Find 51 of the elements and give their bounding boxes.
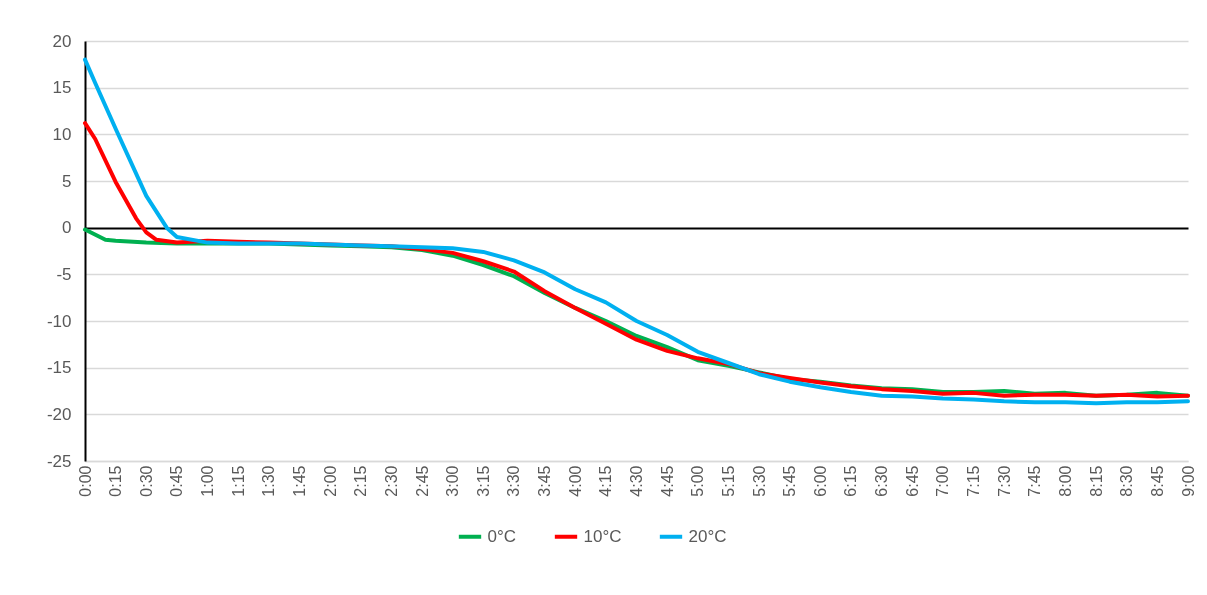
x-tick-label: 7:30 <box>995 465 1013 497</box>
x-tick-label: 7:00 <box>934 465 952 497</box>
x-tick-label: 8:15 <box>1087 465 1105 497</box>
y-tick-label: -15 <box>46 358 72 378</box>
x-tick-label: 0:15 <box>107 465 125 497</box>
x-tick-label: 0:00 <box>76 465 94 497</box>
legend-label: 20°C <box>688 526 727 546</box>
x-tick-label: 8:45 <box>1148 465 1166 497</box>
x-tick-label: 1:00 <box>199 465 217 497</box>
x-tick-label: 5:00 <box>689 465 707 497</box>
x-tick-label: 7:15 <box>965 465 983 497</box>
x-tick-label: 6:45 <box>903 465 921 497</box>
x-tick-label: 6:30 <box>873 465 891 497</box>
y-tick-label: 0 <box>62 218 72 238</box>
x-tick-label: 4:15 <box>597 465 615 497</box>
legend-label: 0°C <box>487 526 517 546</box>
x-tick-label: 5:15 <box>719 465 737 497</box>
x-tick-label: 9:00 <box>1179 465 1197 497</box>
x-tick-label: 7:45 <box>1026 465 1044 497</box>
x-tick-label: 2:15 <box>352 465 370 497</box>
x-tick-label: 8:30 <box>1118 465 1136 497</box>
x-tick-label: 0:45 <box>168 465 186 497</box>
x-tick-label: 3:00 <box>444 465 462 497</box>
y-tick-label: -10 <box>46 311 72 331</box>
x-tick-label: 3:30 <box>505 465 523 497</box>
x-tick-label: 3:15 <box>474 465 492 497</box>
x-tick-label: 5:30 <box>750 465 768 497</box>
x-tick-label: 4:30 <box>628 465 645 497</box>
y-tick-label: 10 <box>52 124 72 144</box>
y-tick-label: -25 <box>46 451 72 471</box>
x-tick-label: 1:30 <box>260 465 278 497</box>
y-tick-label: 20 <box>52 31 72 51</box>
x-tick-label: 6:00 <box>811 465 829 497</box>
x-tick-label: 1:15 <box>229 465 247 497</box>
y-tick-label: -20 <box>46 404 72 424</box>
x-tick-label: 2:30 <box>382 465 400 497</box>
x-tick-label: 5:45 <box>781 465 799 497</box>
x-tick-label: 3:45 <box>536 465 554 497</box>
x-tick-label: 0:30 <box>137 465 155 497</box>
y-tick-label: -5 <box>56 264 72 284</box>
x-tick-label: 4:45 <box>658 465 676 497</box>
x-tick-label: 8:00 <box>1056 465 1074 497</box>
y-tick-label: 5 <box>62 171 72 191</box>
legend-label: 10°C <box>583 526 622 546</box>
x-tick-label: 1:45 <box>290 465 308 497</box>
x-tick-label: 6:15 <box>842 465 860 497</box>
x-tick-label: 2:00 <box>321 465 339 497</box>
x-tick-label: 4:00 <box>566 465 584 497</box>
y-tick-label: 15 <box>52 78 72 98</box>
x-tick-label: 2:45 <box>413 465 431 497</box>
line-series <box>83 57 1190 406</box>
